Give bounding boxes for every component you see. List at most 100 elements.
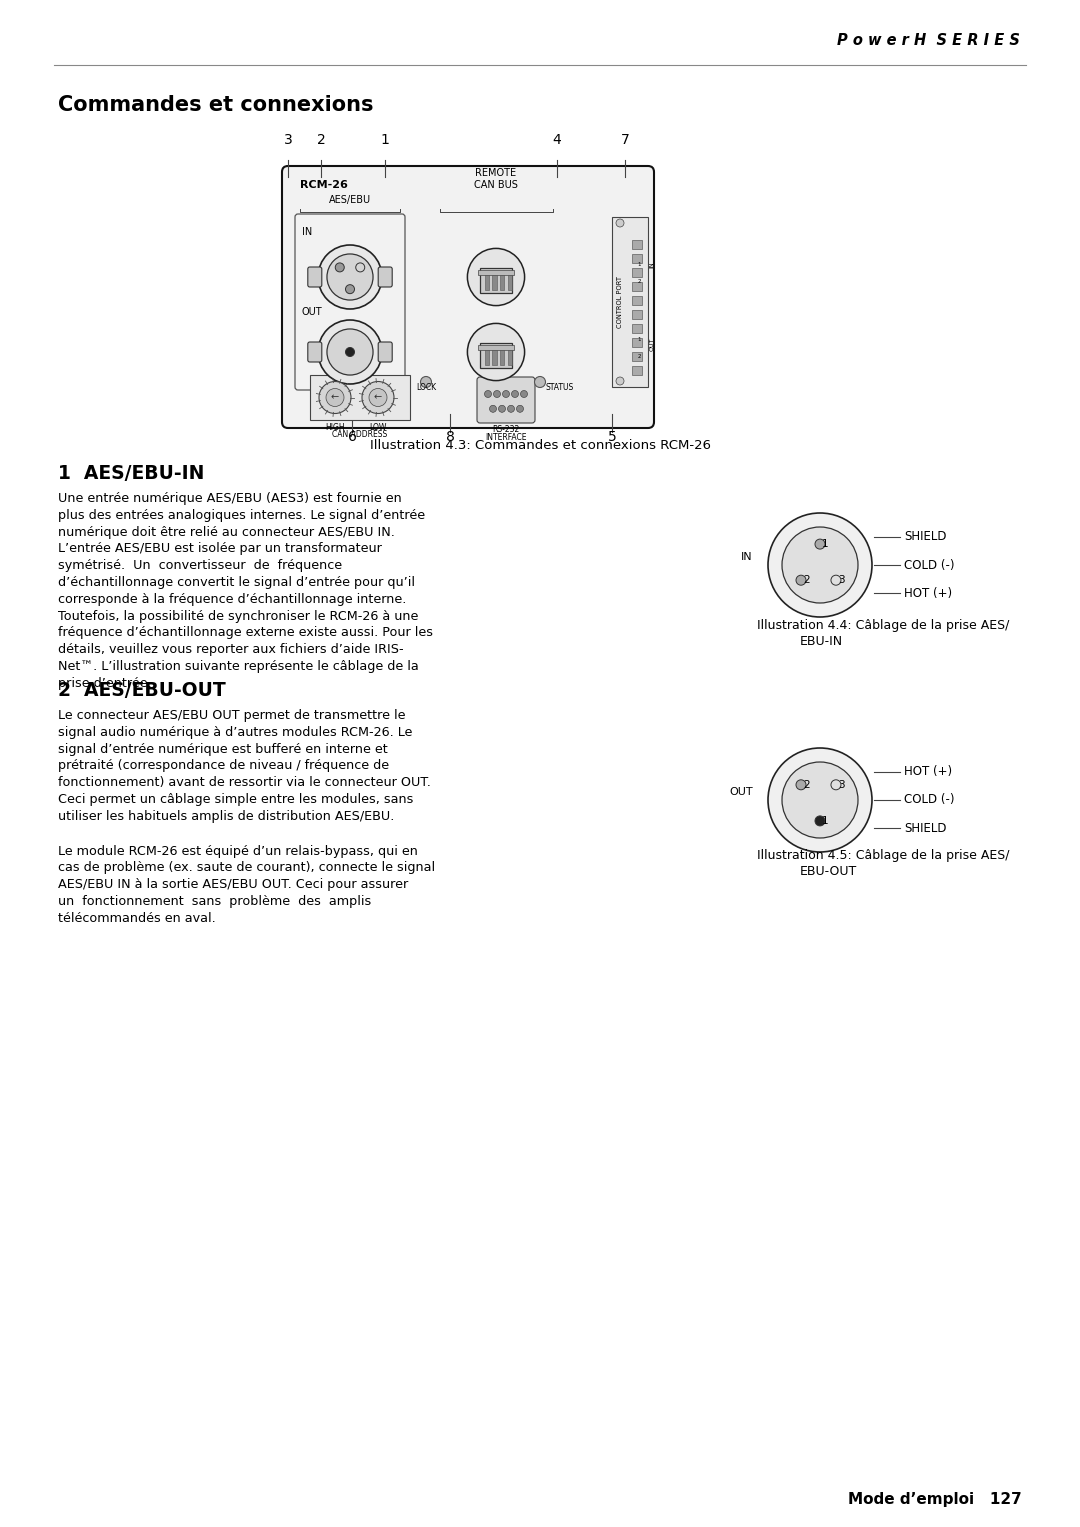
Text: LOCK: LOCK [416, 383, 436, 392]
Bar [508, 273, 512, 290]
Text: 2: 2 [804, 780, 810, 789]
Text: prise d’entrée.: prise d’entrée. [58, 676, 152, 690]
Circle shape [326, 388, 345, 406]
Circle shape [362, 382, 394, 414]
Text: 4: 4 [553, 133, 562, 147]
Bar [481, 269, 512, 293]
Circle shape [494, 391, 500, 397]
Circle shape [782, 762, 858, 838]
Text: CAN ADDRESS: CAN ADDRESS [333, 431, 388, 438]
Text: signal audio numérique à d’autres modules RCM-26. Le: signal audio numérique à d’autres module… [58, 725, 413, 739]
Text: Net™. L’illustration suivante représente le câblage de la: Net™. L’illustration suivante représente… [58, 660, 419, 673]
Text: STATUS: STATUS [546, 383, 575, 392]
Text: Toutefois, la possibilité de synchroniser le RCM-26 à une: Toutefois, la possibilité de synchronise… [58, 609, 418, 623]
Circle shape [318, 244, 382, 308]
Text: Commandes et connexions: Commandes et connexions [58, 95, 374, 115]
Bar [485, 348, 489, 365]
FancyBboxPatch shape [282, 166, 654, 428]
Circle shape [796, 576, 806, 585]
Circle shape [369, 388, 387, 406]
Text: fonctionnement) avant de ressortir via le connecteur OUT.: fonctionnement) avant de ressortir via l… [58, 776, 431, 789]
Bar [481, 344, 512, 368]
Text: IN: IN [302, 228, 312, 237]
Text: RS-232: RS-232 [492, 425, 519, 434]
Text: Mode d’emploi   127: Mode d’emploi 127 [848, 1492, 1022, 1507]
FancyBboxPatch shape [378, 342, 392, 362]
Bar [612, 217, 648, 386]
Text: détails, veuillez vous reporter aux fichiers d’aide IRIS-: détails, veuillez vous reporter aux fich… [58, 643, 404, 657]
Text: REMOTE
CAN BUS: REMOTE CAN BUS [474, 168, 518, 189]
Circle shape [485, 391, 491, 397]
Circle shape [831, 576, 841, 585]
Bar [632, 240, 642, 249]
Text: OUT: OUT [302, 307, 323, 318]
Circle shape [815, 539, 825, 550]
Text: L’entrée AES/EBU est isolée par un transformateur: L’entrée AES/EBU est isolée par un trans… [58, 542, 382, 556]
Text: P o w e r H  S E R I E S: P o w e r H S E R I E S [837, 34, 1020, 47]
Text: 7: 7 [621, 133, 630, 147]
Text: HOT (+): HOT (+) [904, 765, 953, 779]
Bar [500, 273, 504, 290]
Circle shape [468, 249, 525, 305]
Bar [632, 324, 642, 333]
Text: télécommandés en aval.: télécommandés en aval. [58, 912, 216, 925]
Text: EBU-IN: EBU-IN [800, 635, 843, 647]
Circle shape [796, 780, 806, 789]
Text: INTERFACE: INTERFACE [485, 434, 527, 441]
Circle shape [327, 328, 373, 376]
Text: HOT (+): HOT (+) [904, 586, 953, 600]
Bar [632, 353, 642, 360]
Bar [500, 348, 504, 365]
Circle shape [768, 748, 872, 852]
Text: fréquence d’échantillonnage externe existe aussi. Pour les: fréquence d’échantillonnage externe exis… [58, 626, 433, 640]
Text: 2: 2 [316, 133, 325, 147]
Circle shape [768, 513, 872, 617]
Bar [632, 282, 642, 292]
Text: Illustration 4.3: Commandes et connexions RCM-26: Illustration 4.3: Commandes et connexion… [369, 438, 711, 452]
Text: 1: 1 [822, 539, 828, 550]
Text: 6: 6 [348, 431, 356, 444]
Circle shape [535, 377, 545, 388]
Text: ←: ← [374, 392, 382, 403]
Text: prétraité (correspondance de niveau / fréquence de: prétraité (correspondance de niveau / fr… [58, 759, 389, 773]
Text: 2  AES/EBU-OUT: 2 AES/EBU-OUT [58, 681, 226, 699]
Bar [632, 366, 642, 376]
Text: Une entrée numérique AES/EBU (AES3) est fournie en: Une entrée numérique AES/EBU (AES3) est … [58, 492, 402, 505]
Circle shape [318, 321, 382, 383]
Text: numérique doit être relié au connecteur AES/EBU IN.: numérique doit être relié au connecteur … [58, 525, 395, 539]
FancyBboxPatch shape [477, 377, 535, 423]
Bar [310, 376, 410, 420]
Circle shape [335, 263, 345, 272]
Text: Illustration 4.5: Câblage de la prise AES/: Illustration 4.5: Câblage de la prise AE… [757, 849, 1010, 863]
Text: 1  AES/EBU-IN: 1 AES/EBU-IN [58, 464, 204, 483]
Text: OUT: OUT [649, 337, 654, 351]
Text: corresponde à la fréquence d’échantillonnage interne.: corresponde à la fréquence d’échantillon… [58, 592, 406, 606]
Text: 1: 1 [380, 133, 390, 147]
Text: 8: 8 [446, 431, 455, 444]
Circle shape [521, 391, 527, 397]
Text: Ceci permet un câblage simple entre les modules, sans: Ceci permet un câblage simple entre les … [58, 793, 414, 806]
FancyBboxPatch shape [378, 267, 392, 287]
Circle shape [815, 815, 825, 826]
Text: SHIELD: SHIELD [904, 822, 946, 834]
Circle shape [468, 324, 525, 380]
Text: un  fonctionnement  sans  problème  des  amplis: un fonctionnement sans problème des ampl… [58, 895, 372, 909]
Text: 3: 3 [284, 133, 293, 147]
Circle shape [355, 263, 365, 272]
Circle shape [616, 377, 624, 385]
Circle shape [516, 405, 524, 412]
Circle shape [782, 527, 858, 603]
Circle shape [489, 405, 497, 412]
Circle shape [831, 780, 841, 789]
Text: CONTROL PORT: CONTROL PORT [617, 276, 623, 328]
Bar [632, 296, 642, 305]
Bar [508, 348, 512, 365]
Bar [632, 337, 642, 347]
Bar [492, 273, 497, 290]
Bar [632, 310, 642, 319]
Text: plus des entrées analogiques internes. Le signal d’entrée: plus des entrées analogiques internes. L… [58, 508, 426, 522]
Text: 1: 1 [637, 263, 640, 267]
Text: COLD (-): COLD (-) [904, 794, 955, 806]
Circle shape [346, 284, 354, 293]
Text: AES/EBU: AES/EBU [329, 195, 372, 205]
